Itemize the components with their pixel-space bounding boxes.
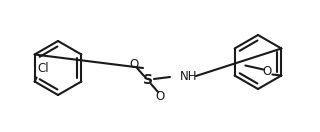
Text: O: O — [263, 65, 272, 78]
Text: NH: NH — [180, 70, 197, 82]
Text: O: O — [129, 58, 139, 70]
Text: S: S — [143, 73, 153, 87]
Text: O: O — [156, 89, 164, 103]
Text: Cl: Cl — [38, 62, 49, 76]
